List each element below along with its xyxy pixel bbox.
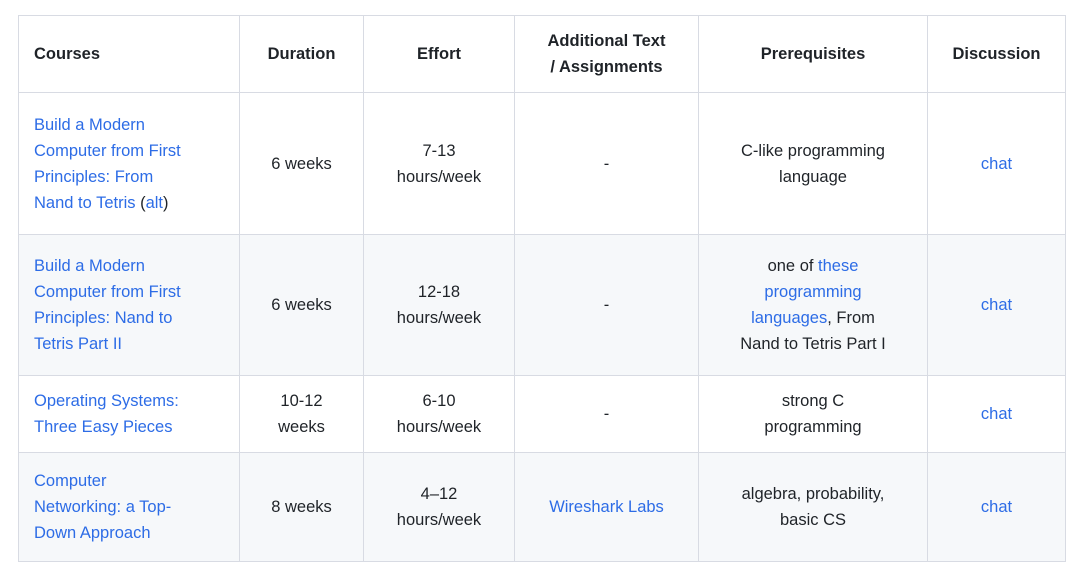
duration-cell: 6 weeks bbox=[239, 92, 364, 235]
col-header-prerequisites: Prerequisites bbox=[698, 15, 928, 93]
table-row: Build a Modern Computer from First Princ… bbox=[18, 234, 1066, 376]
effort-cell: 7-13 hours/week bbox=[363, 92, 515, 235]
duration-text: 6 weeks bbox=[271, 296, 332, 314]
effort-text: 6-10 hours/week bbox=[396, 392, 482, 436]
chat-link[interactable]: chat bbox=[980, 405, 1013, 423]
programming-languages-link[interactable]: these programming languages bbox=[751, 257, 862, 327]
chat-link[interactable]: chat bbox=[980, 498, 1013, 516]
additional-text: - bbox=[603, 405, 610, 423]
course-link[interactable]: Computer Networking: a Top- Down Approac… bbox=[34, 472, 172, 542]
courses-cell: Computer Networking: a Top- Down Approac… bbox=[18, 452, 240, 562]
course-link[interactable]: Build a Modern Computer from First Princ… bbox=[34, 115, 181, 212]
table-body: Build a Modern Computer from First Princ… bbox=[18, 92, 1066, 562]
additional-cell: - bbox=[514, 234, 699, 376]
discussion-cell: chat bbox=[927, 375, 1066, 453]
additional-cell: - bbox=[514, 92, 699, 235]
prerequisites-text: one of bbox=[767, 257, 819, 275]
prerequisites-text: , From Nand to Tetris Part I bbox=[740, 309, 886, 353]
effort-text: 7-13 hours/week bbox=[396, 141, 482, 186]
chat-link[interactable]: chat bbox=[980, 154, 1013, 173]
courses-text: ( bbox=[135, 193, 146, 212]
table-row: Build a Modern Computer from First Princ… bbox=[18, 92, 1066, 235]
prerequisites-cell: one of these programming languages, From… bbox=[698, 234, 928, 376]
col-header-courses: Courses bbox=[18, 15, 240, 93]
wireshark-labs-link[interactable]: Wireshark Labs bbox=[549, 498, 664, 516]
effort-cell: 4–12 hours/week bbox=[363, 452, 515, 562]
additional-cell: - bbox=[514, 375, 699, 453]
prerequisites-text: algebra, probability, basic CS bbox=[741, 485, 885, 529]
prerequisites-cell: C-like programming language bbox=[698, 92, 928, 235]
duration-text: 8 weeks bbox=[271, 498, 332, 516]
chat-link[interactable]: chat bbox=[980, 296, 1013, 314]
courses-cell: Build a Modern Computer from First Princ… bbox=[18, 92, 240, 235]
col-header-additional: Additional Text / Assignments bbox=[514, 15, 699, 93]
courses-text: ) bbox=[163, 193, 169, 212]
discussion-cell: chat bbox=[927, 92, 1066, 235]
prerequisites-cell: algebra, probability, basic CS bbox=[698, 452, 928, 562]
col-header-discussion: Discussion bbox=[927, 15, 1066, 93]
effort-text: 4–12 hours/week bbox=[396, 485, 482, 529]
courses-cell: Build a Modern Computer from First Princ… bbox=[18, 234, 240, 376]
table-row: Computer Networking: a Top- Down Approac… bbox=[18, 452, 1066, 562]
course-link[interactable]: Operating Systems: Three Easy Pieces bbox=[34, 392, 179, 436]
courses-cell: Operating Systems: Three Easy Pieces bbox=[18, 375, 240, 453]
courses-table: Courses Duration Effort Additional Text / A… bbox=[18, 15, 1066, 562]
table-header: Courses Duration Effort Additional Text / A… bbox=[18, 15, 1066, 93]
prerequisites-text: strong C programming bbox=[764, 392, 862, 436]
duration-text: 6 weeks bbox=[271, 154, 332, 173]
duration-cell: 6 weeks bbox=[239, 234, 364, 376]
effort-cell: 12-18 hours/week bbox=[363, 234, 515, 376]
additional-cell: Wireshark Labs bbox=[514, 452, 699, 562]
effort-text: 12-18 hours/week bbox=[396, 283, 482, 327]
effort-cell: 6-10 hours/week bbox=[363, 375, 515, 453]
course-link[interactable]: Build a Modern Computer from First Princ… bbox=[34, 257, 181, 353]
header-row: Courses Duration Effort Additional Text / A… bbox=[18, 15, 1066, 93]
additional-text: - bbox=[603, 296, 610, 314]
table-row: Operating Systems: Three Easy Pieces 10-1… bbox=[18, 375, 1066, 453]
prerequisites-cell: strong C programming bbox=[698, 375, 928, 453]
col-header-duration: Duration bbox=[239, 15, 364, 93]
additional-text: - bbox=[603, 154, 610, 173]
alt-course-link[interactable]: alt bbox=[145, 193, 164, 212]
prerequisites-text: C-like programming language bbox=[741, 141, 885, 186]
col-header-effort: Effort bbox=[363, 15, 515, 93]
duration-cell: 8 weeks bbox=[239, 452, 364, 562]
discussion-cell: chat bbox=[927, 234, 1066, 376]
discussion-cell: chat bbox=[927, 452, 1066, 562]
duration-cell: 10-12 weeks bbox=[239, 375, 364, 453]
duration-text: 10-12 weeks bbox=[278, 392, 325, 436]
